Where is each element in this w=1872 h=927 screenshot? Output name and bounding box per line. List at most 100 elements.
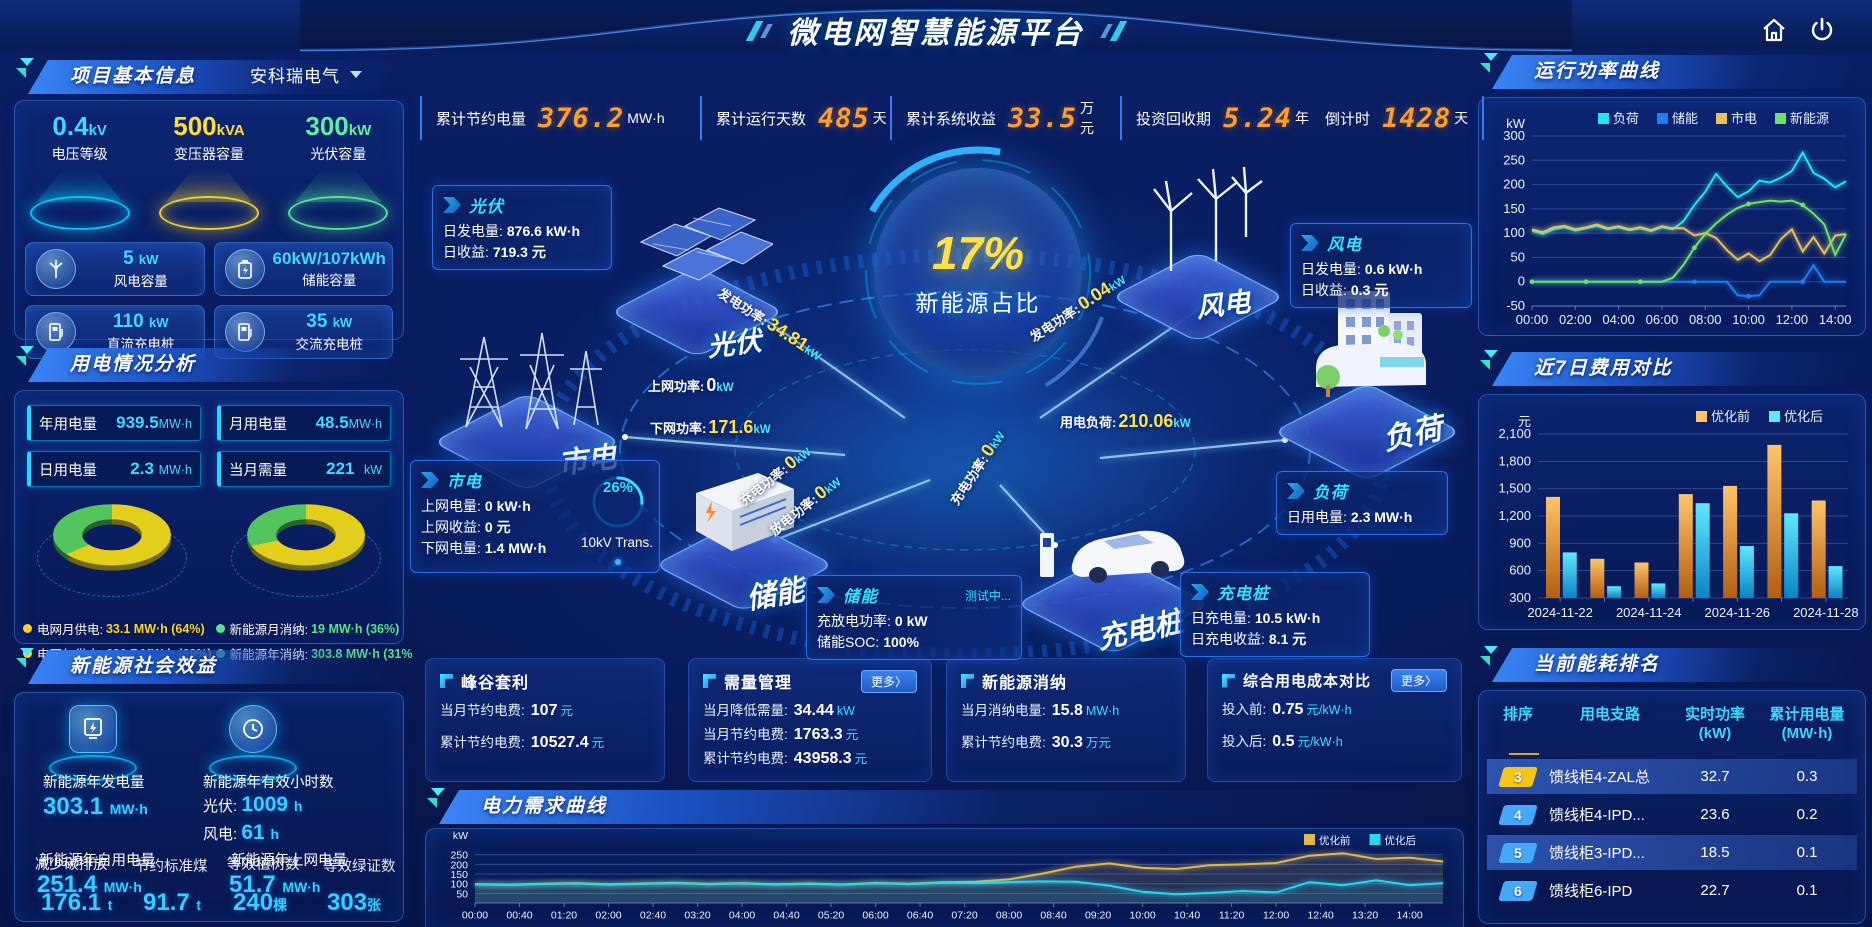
svg-text:150: 150 <box>450 869 468 881</box>
chip-day-usage: 日用电量 2.3 MW·h <box>27 451 201 487</box>
kpi-stats-bar: 累计节约电量 376.2 MW·h 累计运行天数 485 天 累计系统收益 33… <box>420 96 1485 140</box>
svg-text:250: 250 <box>450 850 468 862</box>
chevron-right-icon <box>443 197 461 213</box>
tooltip-storage: 储能 测试中... 充放电功率: 0 kW 储能SOC: 100% <box>806 575 1022 660</box>
svg-text:08:40: 08:40 <box>1040 910 1066 922</box>
svg-text:200: 200 <box>450 859 468 871</box>
top-bar: 微电网智慧能源平台 <box>0 0 1872 54</box>
panel-peak-valley: 峰谷套利 当月节约电费: 107 元 累计节约电费: 10527.4 元 <box>425 658 665 782</box>
legend-item: 电网月供电: 33.1 MW·h (64%) <box>23 619 212 638</box>
svg-text:市电: 市电 <box>1731 111 1757 126</box>
pedestal-transformer: 500kVA 变压器容量 <box>144 111 273 230</box>
more-button[interactable]: 更多〉 <box>1390 669 1447 692</box>
buildings-icon <box>1316 291 1426 397</box>
certs-label: 等效绿证数 <box>323 859 396 875</box>
ranking-table-header: 排序 用电支路 实时功率 (kW) 累计用电量 (MW·h) <box>1502 706 1845 742</box>
flow-from-grid: 下网功率: 171.6kW <box>650 417 771 437</box>
benefits-panel: 新能源年发电量 303.1 MW·h 新能源年有效小时数 光伏: 1009 h … <box>14 692 404 922</box>
svg-text:13:20: 13:20 <box>1352 910 1378 922</box>
charger-icon <box>36 312 76 352</box>
station-pv: 光伏 <box>609 207 785 362</box>
table-row[interactable]: 6 馈线柜6-IPD 22.7 0.1 <box>1487 873 1857 907</box>
svg-text:储能: 储能 <box>1672 111 1698 126</box>
company-select[interactable]: 安科瑞电气 <box>250 62 362 87</box>
export-label: 新能源年上网电量 <box>231 853 347 869</box>
svg-text:优化前: 优化前 <box>1711 409 1750 424</box>
power-curve-chart: -50 0 50 100 150 200 250 300kW 00:00 02:00 04:00 06… <box>1503 111 1852 327</box>
card-wind-capacity: 5 kW 风电容量 <box>25 242 205 296</box>
svg-text:1,800: 1,800 <box>1498 453 1531 468</box>
svg-text:00:00: 00:00 <box>462 910 488 922</box>
station-storage-label: 储能 <box>744 574 807 616</box>
chevron-right-icon <box>1287 483 1305 499</box>
demand-curve-panel: 50 100 150 200 250 kW 00:00 00:40 01:20 02:00 02:4… <box>425 828 1464 927</box>
svg-text:600: 600 <box>1509 563 1531 578</box>
scroll-indicator <box>1509 753 1539 755</box>
gauge-value: 26% <box>602 479 634 496</box>
svg-text:12:40: 12:40 <box>1307 910 1333 922</box>
svg-text:0: 0 <box>1518 274 1525 289</box>
usage-analysis-panel: 年用电量 939.5MW·h 月用电量 48.5MW·h 日用电量 2.3 MW·h … <box>14 390 412 662</box>
capacity-pedestals: 0.4kV 电压等级 500kVA 变压器容量 300kW 光伏容量 <box>15 101 403 230</box>
solar-panels-icon <box>639 207 773 281</box>
lightning-screen-icon <box>84 718 102 739</box>
table-row[interactable]: 3 馈线柜4-ZAL总 32.7 0.3 <box>1487 759 1857 794</box>
panel-renewable-consumption: 新能源消纳 当月消纳电量: 15.8 MW·h 累计节约电费: 30.3 万元 <box>946 658 1186 782</box>
ranking-table-body: 3 馈线柜4-ZAL总 32.7 0.3 4 馈线柜4-IPD... 23.6 0.2 5 馈线柜… <box>1479 759 1865 907</box>
svg-text:300: 300 <box>1503 128 1525 143</box>
svg-text:200: 200 <box>1503 177 1525 192</box>
gauge-label: 10kV Trans. <box>580 535 654 550</box>
svg-text:12:00: 12:00 <box>1263 910 1289 922</box>
svg-text:14:00: 14:00 <box>1819 312 1852 327</box>
table-row[interactable]: 5 馈线柜3-IPD... 18.5 0.1 <box>1487 835 1857 870</box>
gen-label: 新能源年发电量 <box>43 775 145 791</box>
tooltip-load: 负荷 日用电量: 2.3 MW·h <box>1276 471 1448 535</box>
svg-text:-50: -50 <box>1506 298 1525 313</box>
svg-text:03:20: 03:20 <box>684 910 710 922</box>
svg-text:2024-11-26: 2024-11-26 <box>1705 605 1771 620</box>
flag-icon <box>703 674 716 688</box>
trees-label: 等效植树数 <box>227 857 300 873</box>
svg-text:10:40: 10:40 <box>1174 910 1200 922</box>
station-wind-label: 风电 <box>1194 286 1252 324</box>
svg-text:900: 900 <box>1509 535 1531 550</box>
benefits-header: 新能源社会效益 <box>14 648 396 684</box>
svg-text:02:00: 02:00 <box>1559 312 1592 327</box>
ev-car-icon <box>1040 530 1185 583</box>
self-use-label: 新能源年自用电量 <box>39 853 155 869</box>
title-deco-right <box>1099 13 1127 47</box>
tooltip-wind: 风电 日发电量: 0.6 kW·h 日收益: 0.3 元 <box>1290 223 1472 308</box>
pv-hours: 光伏: 1009 h <box>203 793 303 816</box>
svg-text:08:00: 08:00 <box>996 910 1022 922</box>
transformer-gauge <box>592 476 644 528</box>
table-row[interactable]: 4 馈线柜4-IPD... 23.6 0.2 <box>1487 797 1857 832</box>
svg-text:09:20: 09:20 <box>1085 910 1111 922</box>
svg-text:05:20: 05:20 <box>818 910 844 922</box>
renewable-share-value: 17% <box>931 227 1025 279</box>
home-icon[interactable] <box>1758 14 1790 46</box>
chip-year-usage: 年用电量 939.5MW·h <box>27 405 201 441</box>
station-grid: 市电 <box>420 325 630 492</box>
svg-text:优化后: 优化后 <box>1784 409 1823 424</box>
chevron-right-icon <box>817 587 835 603</box>
charger-icon <box>224 312 265 352</box>
svg-text:10:00: 10:00 <box>1732 312 1765 327</box>
panel-corner-icon <box>16 58 34 78</box>
station-wind: 风电 <box>1110 145 1290 343</box>
svg-text:14:00: 14:00 <box>1396 910 1422 922</box>
header-swoosh <box>299 0 1573 52</box>
svg-text:新能源: 新能源 <box>1790 111 1829 126</box>
more-button[interactable]: 更多〉 <box>860 669 917 693</box>
station-storage: 储能 <box>650 465 835 616</box>
power-icon[interactable] <box>1806 14 1838 46</box>
svg-text:2,100: 2,100 <box>1498 426 1531 441</box>
svg-text:优化后: 优化后 <box>1385 834 1417 847</box>
svg-text:1,500: 1,500 <box>1498 481 1531 496</box>
tooltip-grid: 市电 上网电量: 0 kW·h 上网收益: 0 元 下网电量: 1.4 MW·h 26… <box>410 460 660 573</box>
co2-label: 减少碳排放 <box>35 857 108 873</box>
power-curve-panel: -50 0 50 100 150 200 250 300 kW 00:00 02:00 04:00 06… <box>1478 97 1866 336</box>
renewable-share-label: 新能源占比 <box>915 290 1041 316</box>
chip-month-usage: 月用电量 48.5MW·h <box>217 405 391 441</box>
